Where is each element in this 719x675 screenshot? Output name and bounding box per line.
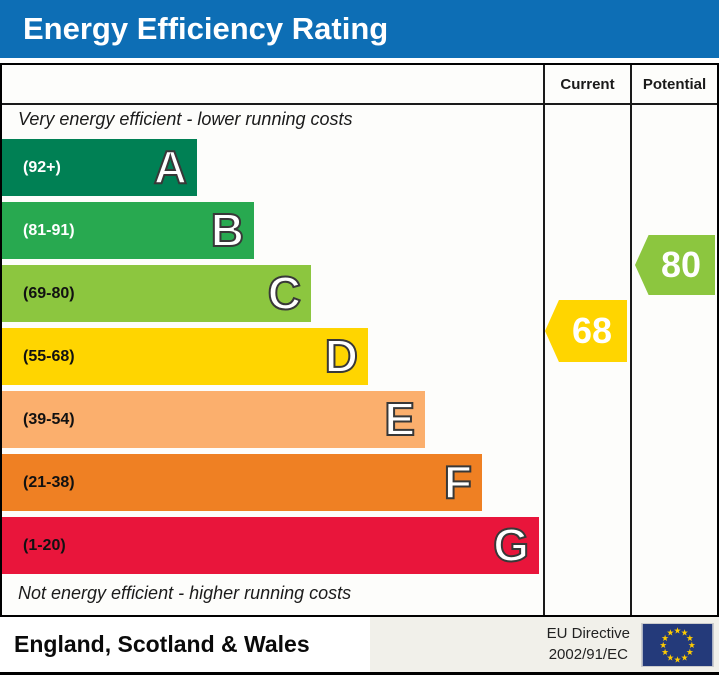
svg-text:★: ★ (681, 652, 689, 662)
potential-rating-arrow: 80 (635, 235, 715, 295)
band-letter: E (383, 392, 416, 445)
title-banner: Energy Efficiency Rating (0, 0, 719, 58)
rating-chart-body: Current Potential Very energy efficient … (2, 65, 717, 615)
current-rating-value: 68 (571, 310, 613, 351)
svg-text:★: ★ (661, 647, 669, 657)
band-letter: G (492, 518, 530, 571)
rating-band-B: (81-91) B (2, 202, 254, 259)
band-range-label: (1-20) (23, 536, 66, 554)
rating-band-F: (21-38) F (2, 454, 482, 511)
band-letter: B (210, 203, 245, 256)
rating-band-C: (69-80) C (2, 265, 311, 322)
footer: England, Scotland & Wales EU Directive 2… (0, 617, 719, 675)
band-letter: A (153, 140, 188, 193)
band-range-label: (55-68) (23, 347, 75, 365)
band-letter: C (267, 266, 302, 319)
footer-region-background (0, 617, 370, 672)
svg-text:★: ★ (674, 654, 682, 664)
potential-rating-value: 80 (660, 244, 702, 285)
band-range-label: (92+) (23, 158, 61, 176)
top-note: Very energy efficient - lower running co… (18, 109, 353, 129)
band-range-label: (39-54) (23, 410, 75, 428)
page-title: Energy Efficiency Rating (23, 11, 389, 46)
current-column-divider (543, 65, 545, 615)
eu-directive-label: EU Directive 2002/91/EC (547, 617, 630, 672)
band-range-label: (81-91) (23, 221, 75, 239)
band-range-label: (21-38) (23, 473, 75, 491)
svg-text:★: ★ (674, 626, 682, 636)
rating-band-G: (1-20) G (2, 517, 539, 574)
eu-flag-icon: ★ ★★★★★★★★★★★ (641, 623, 714, 667)
rating-band-E: (39-54) E (2, 391, 425, 448)
svg-text:★: ★ (686, 647, 694, 657)
svg-text:★: ★ (681, 628, 689, 638)
potential-column-divider (630, 65, 632, 615)
svg-text:★: ★ (661, 633, 669, 643)
current-rating-arrow: 68 (545, 300, 627, 362)
potential-column-header: Potential (642, 75, 707, 93)
svg-text:★: ★ (666, 652, 674, 662)
rating-band-A: (92+) A (2, 139, 197, 196)
svg-text:★: ★ (686, 633, 694, 643)
rating-band-D: (55-68) D (2, 328, 368, 385)
eu-directive-line2: 2002/91/EC (548, 645, 628, 663)
rating-chart: Current Potential Very energy efficient … (0, 63, 719, 617)
svg-text:★: ★ (688, 640, 696, 650)
band-letter: F (443, 455, 473, 508)
svg-text:★: ★ (666, 628, 674, 638)
band-range-label: (69-80) (23, 284, 75, 302)
svg-text:★: ★ (659, 640, 667, 650)
current-column-header: Current (560, 75, 615, 93)
bottom-note: Not energy efficient - higher running co… (18, 583, 352, 603)
footer-region-label: England, Scotland & Wales (14, 631, 310, 657)
band-letter: D (324, 329, 359, 382)
header-row-divider (2, 103, 717, 105)
eu-directive-line1: EU Directive (546, 625, 630, 643)
